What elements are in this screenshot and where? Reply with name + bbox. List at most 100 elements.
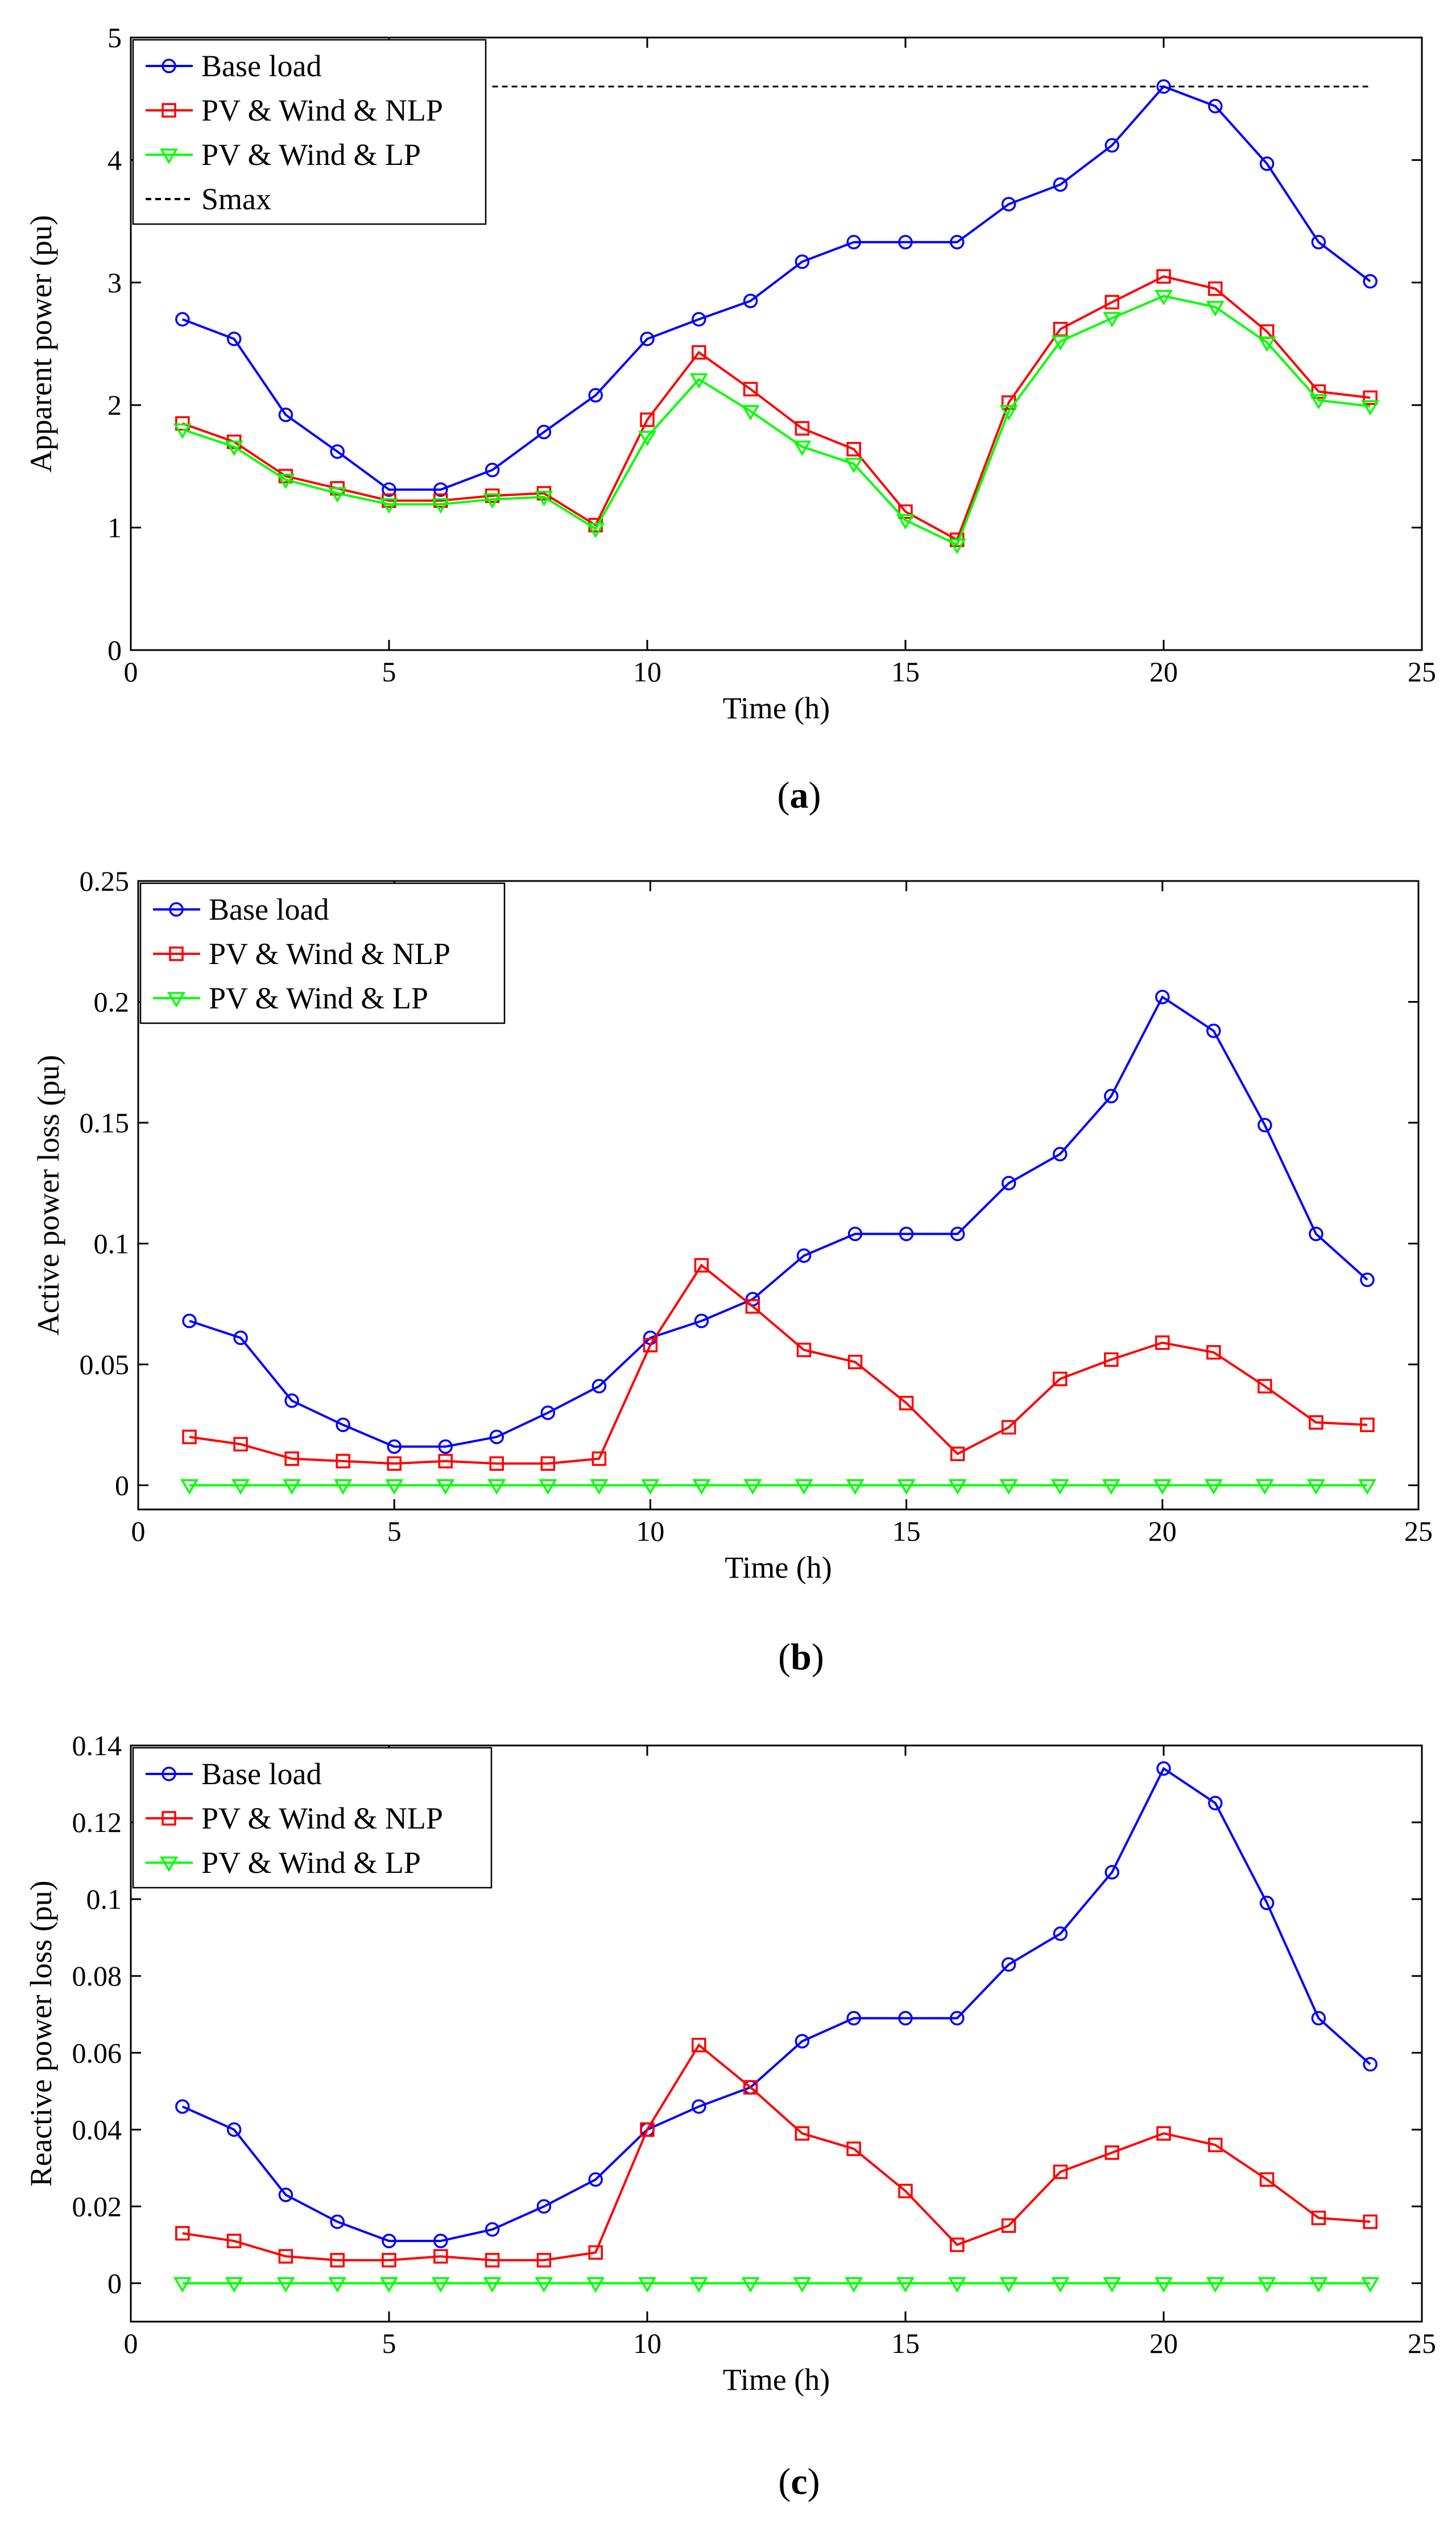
chart-panel-a: 0 5 10 15 20 25 0 1 2 3 4 5 Time (h) Apparent power (…: [24, 22, 1436, 816]
data-point-square: [226, 2233, 242, 2248]
caption-letter: c: [791, 2461, 807, 2502]
data-point-triangle: [845, 457, 863, 474]
data-point-circle: [182, 1313, 197, 1329]
caption-open-paren: (: [778, 1636, 791, 1678]
data-point-circle: [1105, 138, 1119, 153]
x-tick-label: 5: [382, 656, 396, 688]
legend-label: Base load: [201, 1757, 321, 1791]
series-base-load: [182, 990, 1375, 1454]
data-point-circle: [489, 1429, 504, 1445]
data-point-triangle: [483, 2277, 502, 2293]
data-point-circle: [640, 332, 655, 346]
data-point-square: [1105, 2145, 1119, 2160]
data-point-circle: [1208, 1796, 1223, 1811]
data-point-triangle: [539, 1479, 557, 1495]
data-point-circle: [485, 462, 500, 478]
data-point-square: [330, 2253, 345, 2268]
data-point-square: [950, 2237, 965, 2252]
data-point-circle: [1206, 1023, 1221, 1039]
y-tick-label: 3: [107, 267, 122, 299]
series-line: [181, 1767, 1371, 2243]
caption-close-paren: ): [808, 2461, 820, 2502]
data-point-circle: [175, 2099, 190, 2114]
data-point-square: [796, 1342, 812, 1358]
data-point-square: [694, 1258, 709, 1273]
legend-label: PV & Wind & LP: [201, 138, 421, 172]
data-point-square: [485, 2253, 500, 2268]
y-tick-label: 0: [107, 2267, 122, 2299]
data-point-triangle: [334, 1479, 353, 1495]
data-point-square: [433, 2249, 448, 2264]
data-point-square: [1363, 2214, 1378, 2230]
data-point-triangle: [1206, 301, 1225, 317]
data-point-triangle: [431, 498, 450, 514]
data-point-triangle: [535, 491, 553, 507]
x-tick-label: 15: [892, 1515, 921, 1547]
x-tick-label: 25: [1408, 2327, 1436, 2359]
legend-marker-square: [169, 946, 184, 961]
data-point-circle: [438, 1439, 453, 1454]
data-point-triangle: [586, 523, 605, 539]
data-point-circle: [1259, 1896, 1275, 1910]
data-point-circle: [899, 1226, 914, 1242]
series-line: [182, 295, 1371, 547]
data-point-triangle: [638, 431, 657, 446]
data-point-circle: [1104, 1089, 1119, 1103]
data-point-square: [536, 2253, 552, 2268]
y-axis-label: Reactive power loss (pu): [24, 1880, 58, 2186]
data-point-triangle: [1102, 1479, 1120, 1495]
data-point-triangle: [741, 405, 760, 421]
data-point-triangle: [1204, 1479, 1223, 1495]
data-point-circle: [226, 2122, 242, 2137]
data-point-square: [1156, 2126, 1171, 2141]
data-point-square: [847, 1355, 863, 1370]
data-point-square: [382, 2253, 396, 2268]
data-point-square: [1001, 2218, 1016, 2233]
x-axis-label: Time (h): [725, 1550, 832, 1585]
data-point-square: [640, 2122, 655, 2137]
data-point-square: [1053, 2164, 1068, 2179]
series-pv-wind-lp: [173, 2277, 1380, 2293]
data-point-circle: [795, 2034, 810, 2049]
panel-caption: (a): [777, 775, 821, 816]
data-point-square: [588, 2245, 603, 2260]
y-tick-label: 1: [107, 512, 122, 544]
data-point-circle: [433, 2233, 448, 2248]
y-tick-label: 0.1: [94, 1228, 130, 1260]
legend-label: Smax: [201, 182, 271, 216]
data-point-circle: [692, 2099, 706, 2114]
data-point-circle: [1001, 197, 1016, 212]
caption-letter: b: [791, 1636, 812, 1678]
data-point-triangle: [276, 2277, 295, 2293]
data-point-circle: [1105, 1865, 1119, 1880]
data-point-circle: [1001, 1957, 1016, 1972]
data-point-triangle: [999, 405, 1018, 421]
data-point-circle: [175, 312, 190, 327]
y-tick-label: 0.05: [80, 1349, 130, 1380]
series-pv-wind-nlp: [175, 2038, 1378, 2268]
data-point-triangle: [1103, 312, 1122, 328]
data-point-triangle: [276, 473, 295, 490]
data-point-triangle: [948, 539, 966, 555]
y-tick-label: 0.1: [86, 1883, 122, 1915]
caption-close-paren: ): [809, 775, 821, 816]
data-point-circle: [846, 234, 861, 250]
legend-marker-square: [162, 103, 176, 118]
data-point-triangle: [180, 1479, 199, 1495]
data-point-circle: [382, 2233, 396, 2248]
data-point-circle: [1053, 177, 1068, 192]
caption-open-paren: (: [778, 2461, 791, 2502]
data-point-triangle: [1306, 1479, 1325, 1495]
data-point-square: [387, 1456, 402, 1471]
x-tick-label: 10: [633, 2327, 661, 2359]
data-point-triangle: [1258, 336, 1276, 352]
data-point-triangle: [793, 440, 812, 456]
data-point-square: [1309, 1415, 1323, 1430]
y-tick-label: 0.2: [94, 986, 130, 1018]
data-point-square: [1155, 1335, 1170, 1350]
data-point-triangle: [283, 1479, 301, 1495]
data-point-triangle: [1255, 1479, 1274, 1495]
data-point-circle: [226, 332, 242, 346]
data-point-square: [1105, 295, 1119, 310]
x-tick-label: 20: [1149, 656, 1178, 688]
